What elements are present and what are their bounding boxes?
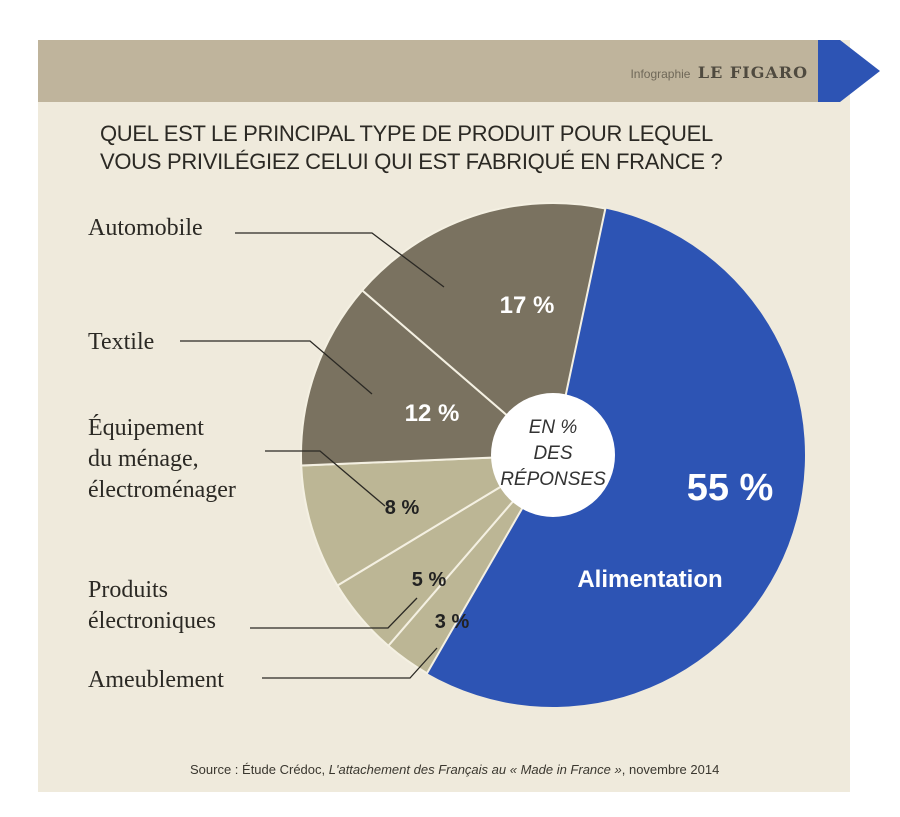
center-label-line-3: RÉPONSES bbox=[500, 469, 606, 490]
leader-line-ameublement bbox=[262, 647, 438, 679]
slice-value-label: 55 % bbox=[687, 467, 774, 509]
slice-value-label: 5 % bbox=[412, 569, 447, 591]
slice-value-label: 3 % bbox=[435, 611, 470, 633]
donut-slice bbox=[427, 208, 806, 708]
category-label-equipement-line-2: du ménage, bbox=[88, 446, 199, 472]
source-prefix: Source : Étude Crédoc, bbox=[190, 762, 329, 777]
leader-line-automobile bbox=[235, 232, 445, 288]
category-label-textile: Textile bbox=[88, 329, 154, 355]
source-title: L'attachement des Français au « Made in … bbox=[328, 762, 622, 777]
slice-value-label: 17 % bbox=[500, 292, 555, 319]
header-arrow bbox=[818, 40, 840, 102]
category-label-produits-line-2: électroniques bbox=[88, 608, 216, 634]
credit: Infographie LE FIGARO bbox=[630, 63, 808, 82]
leader-line-equipement bbox=[265, 450, 386, 507]
category-label-produits-line-1: Produits bbox=[88, 577, 168, 603]
leader-line-produits bbox=[250, 597, 418, 629]
slice-value-label: 12 % bbox=[405, 400, 460, 427]
category-label-automobile: Automobile bbox=[88, 215, 203, 241]
source-note: Source : Étude Crédoc, L'attachement des… bbox=[190, 762, 719, 777]
slice-category-label-alimentation: Alimentation bbox=[577, 566, 722, 593]
leader-line-textile bbox=[180, 340, 373, 395]
donut-hole bbox=[491, 393, 615, 517]
category-label-equipement-line-1: Équipement bbox=[88, 415, 204, 441]
slice-value-label: 8 % bbox=[385, 497, 420, 519]
header-band bbox=[38, 40, 818, 102]
chart-title: QUEL EST LE PRINCIPAL TYPE DE PRODUIT PO… bbox=[100, 121, 723, 174]
center-label-line-2: DES bbox=[533, 443, 572, 464]
category-label-ameublement: Ameublement bbox=[88, 667, 224, 693]
header-arrow-tip bbox=[840, 40, 880, 102]
donut-slice bbox=[360, 202, 607, 457]
credit-prefix: Infographie bbox=[630, 67, 691, 81]
credit-brand-logo: LE FIGARO bbox=[697, 63, 808, 82]
source-suffix: , novembre 2014 bbox=[621, 762, 720, 777]
category-label-equipement-line-3: électroménager bbox=[88, 477, 236, 503]
center-label-line-1: EN % bbox=[529, 417, 578, 438]
